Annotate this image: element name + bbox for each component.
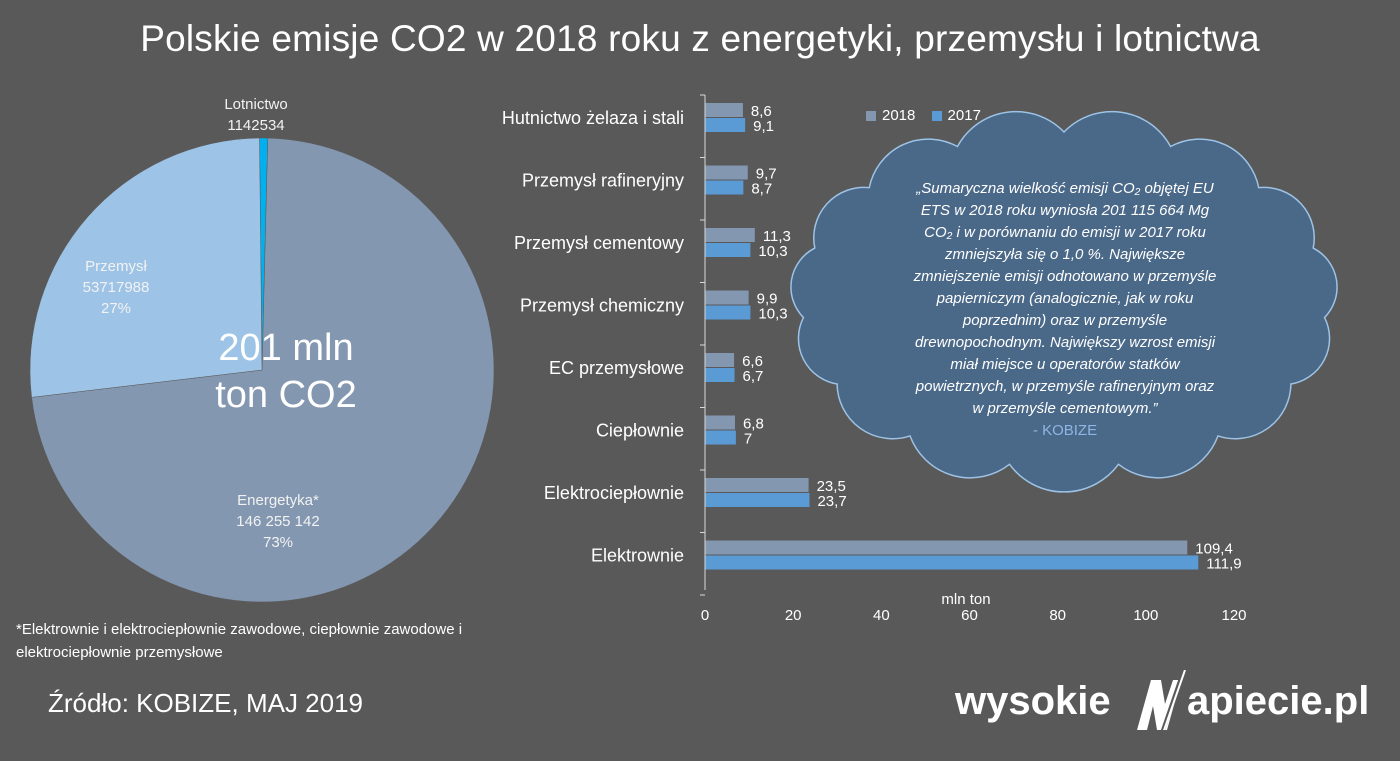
bar-2018: [705, 540, 1188, 555]
bar-value-label: 109,4: [1195, 541, 1233, 558]
bar-value-label: 6,8: [743, 416, 764, 433]
bar-2018: [705, 165, 748, 180]
source-label: Źródło: KOBIZE, MAJ 2019: [48, 688, 364, 718]
pie-label-value: 146 255 142: [236, 513, 320, 530]
quote-author: - KOBIZE: [1032, 422, 1098, 439]
x-tick-label: 40: [873, 607, 890, 624]
bar-value-label: 23,5: [817, 478, 846, 495]
quote-cloud: [790, 110, 1338, 493]
quote-line: w przemyśle cementowym.”: [972, 400, 1158, 417]
wysokienapiecie-logo[interactable]: wysokie apiecie.pl: [955, 670, 1375, 730]
legend-label: 2017: [947, 106, 981, 124]
bar-2017: [705, 368, 735, 382]
bar-2018: [705, 415, 735, 430]
x-tick-label: 100: [1133, 607, 1158, 624]
bar-value-label: 10,3: [758, 243, 787, 260]
category-label: Przemysł rafineryjny: [522, 171, 684, 191]
bar-2017: [705, 493, 810, 507]
pie-label-lotnictwo: Lotnictwo 1142534: [196, 94, 316, 136]
lightning-n-icon: [1137, 670, 1186, 730]
quote-line: „Sumaryczna wielkość emisji CO₂ objętej …: [916, 180, 1214, 197]
quote-line: papierniczym (analogicznie, jak w roku: [936, 290, 1194, 307]
pie-label-name: Lotnictwo: [224, 96, 288, 113]
x-axis-label: mln ton: [941, 591, 990, 608]
pie-label-percent: 27%: [100, 300, 132, 317]
pie-slice-przemysł: [29, 137, 263, 398]
pie-chart: [29, 137, 495, 603]
category-label: Elektrociepłownie: [544, 483, 684, 503]
bar-value-label: 8,7: [751, 181, 772, 198]
bar-value-label: 111,9: [1206, 556, 1241, 573]
legend-swatch-2017: [931, 110, 942, 121]
quote-line: CO₂ i w porównaniu do emisji w 2017 roku: [924, 224, 1206, 241]
pie-label-przemysl: Przemysł 53717988 27%: [56, 256, 176, 319]
legend-label: 2018: [882, 106, 916, 124]
logo-text-left: wysokie: [955, 679, 1111, 723]
pie-center-line-2: ton CO2: [215, 374, 357, 416]
bar-value-label: 10,3: [758, 306, 787, 323]
bar-2018: [705, 290, 749, 305]
x-tick-label: 60: [961, 607, 978, 624]
pie-label-value: 1142534: [227, 117, 285, 134]
quote-line: miał miejsce u operatorów statków: [950, 356, 1180, 373]
page-title: Polskie emisje CO2 w 2018 roku z energet…: [140, 18, 1260, 59]
quote-line: ETS w 2018 roku wyniosła 201 115 664 Mg: [920, 202, 1210, 219]
x-tick-label: 120: [1221, 607, 1246, 624]
quote-line: zmniejszyła się o 1,0 %. Największe: [944, 246, 1186, 263]
legend-item-2017: 2017: [931, 106, 981, 124]
bar-value-label: 9,9: [757, 291, 778, 308]
bar-value-label: 7: [744, 431, 752, 448]
pie-label-energetyka: Energetyka* 146 255 142 73%: [198, 490, 358, 553]
bar-2017: [705, 305, 751, 320]
bar-2018: [705, 353, 735, 367]
bar-value-label: 9,7: [756, 166, 777, 183]
legend-swatch-2018: [866, 110, 876, 121]
bar-value-label: 6,6: [742, 353, 763, 370]
quote-text: „Sumaryczna wielkość emisji CO₂ objętej …: [876, 178, 1254, 442]
pie-center-line-1: 201 mln: [218, 327, 354, 369]
pie-label-value: 53717988: [82, 279, 150, 296]
category-label: Ciepłownie: [596, 421, 684, 441]
category-label: EC przemysłowe: [549, 358, 684, 378]
bar-2017: [705, 180, 744, 195]
category-label: Przemysł chemiczny: [520, 296, 684, 316]
pie-slice-energetyka: [31, 137, 495, 603]
bar-value-label: 11,3: [763, 228, 791, 245]
bar-2018: [705, 103, 743, 117]
bar-2017: [705, 430, 736, 445]
bar-2017: [705, 243, 751, 257]
logo-text-right: apiecie.pl: [1187, 679, 1369, 723]
x-tick-label: 0: [701, 607, 709, 624]
quote-line: powietrznych, w przemyśle rafineryjnym o…: [915, 378, 1215, 395]
quote-line: drewnopochodnym. Największy wzrost emisj…: [914, 334, 1216, 351]
pie-label-name: Energetyka*: [237, 492, 319, 509]
quote-line: zmniejszenie emisji odnotowano w przemyś…: [913, 268, 1217, 285]
bar-value-label: 23,7: [817, 493, 846, 510]
bar-2017: [705, 118, 746, 132]
bar-2017: [705, 555, 1199, 570]
footnote: *Elektrownie i elektrociepłownie zawodow…: [16, 621, 463, 661]
bar-value-label: 6,7: [743, 368, 764, 385]
bar-value-label: 9,1: [753, 118, 774, 135]
pie-label-percent: 73%: [262, 534, 294, 551]
legend-item-2018: 2018: [866, 107, 915, 124]
category-label: Przemysł cementowy: [514, 233, 684, 253]
pie-center-label: 201 mln ton CO2: [176, 325, 396, 419]
bar-value-label: 8,6: [751, 103, 772, 120]
chart-legend: 2018 2017: [866, 106, 993, 124]
bar-2018: [705, 478, 809, 492]
bar-2018: [705, 228, 755, 242]
pie-label-name: Przemysł: [85, 258, 147, 275]
category-label: Hutnictwo żelaza i stali: [502, 108, 684, 128]
x-tick-label: 20: [785, 607, 802, 624]
quote-line: poprzednim) oraz w przemyśle: [962, 312, 1168, 329]
x-tick-label: 80: [1049, 607, 1066, 624]
category-label: Elektrownie: [591, 546, 684, 566]
